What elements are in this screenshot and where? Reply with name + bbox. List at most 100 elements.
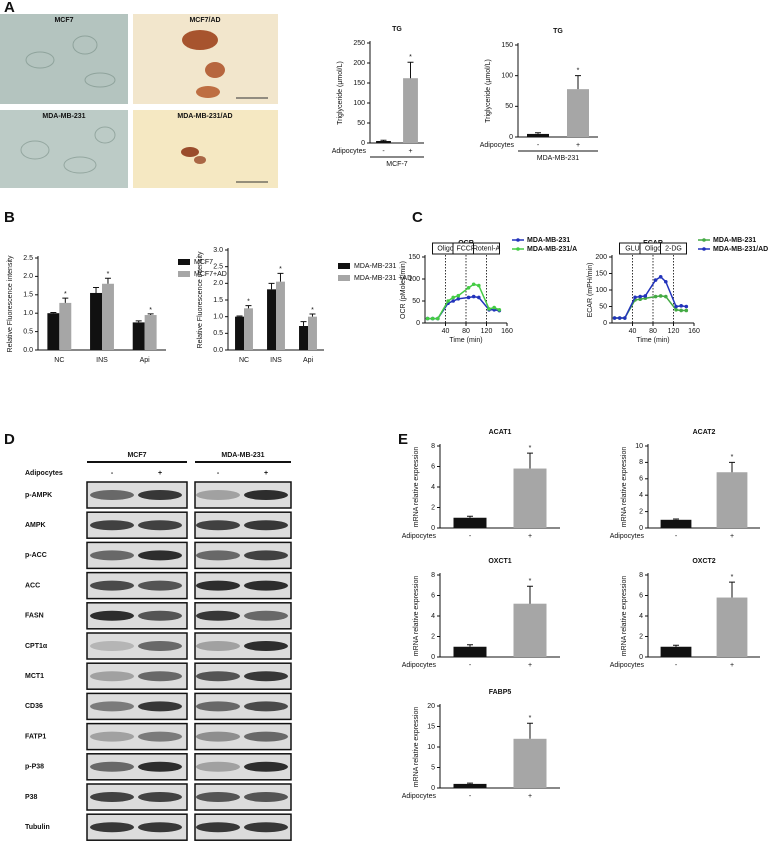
y-tick-label: 2 [431, 504, 435, 511]
x-axis-label: Adipocytes [402, 793, 437, 800]
legend-swatch [178, 259, 190, 265]
error-bar [309, 313, 316, 317]
y-tick-label: 0.5 [23, 328, 33, 335]
y-tick-label: 2 [639, 508, 643, 515]
annotation: * [577, 68, 580, 75]
x-tick-label: + [408, 148, 412, 155]
bar [59, 302, 72, 350]
data-point [674, 304, 678, 309]
event-label: Oligo [437, 245, 453, 252]
data-point [664, 294, 668, 299]
error-bar [277, 272, 284, 282]
chart-title: FABP5 [489, 689, 512, 696]
y-tick-label: 5 [431, 764, 435, 771]
error-bar [236, 315, 243, 317]
blot-band [90, 822, 134, 833]
y-tick-label: 0.0 [23, 347, 33, 354]
x-tick-label: INS [96, 357, 108, 364]
western-blot: MCF7 MDA-MB-231 Adipocytes - + - + p-AMPK AMPK p-… [25, 452, 292, 841]
blot-band [138, 520, 182, 531]
bar [513, 468, 547, 528]
annotation: * [247, 299, 250, 306]
data-point [477, 295, 481, 300]
error-bar [673, 644, 679, 647]
error-bar [407, 61, 414, 79]
y-tick-label: 0.5 [213, 330, 223, 337]
x-tick-label: - [537, 142, 540, 149]
legend-marker [702, 238, 706, 242]
blot-band [196, 490, 240, 500]
chart-title: OXCT1 [488, 558, 511, 565]
y-axis-label: mRNA relative expression [413, 447, 420, 528]
x-axis-label: Adipocytes [480, 142, 515, 149]
y-axis-label: mRNA relative expression [413, 576, 420, 657]
blot-band [196, 671, 240, 682]
blot-band [138, 550, 182, 561]
blot-band [138, 641, 182, 651]
y-tick-label: 150 [595, 270, 607, 277]
legend-marker [516, 247, 520, 251]
blot-band [90, 792, 134, 802]
blot-band [196, 731, 240, 742]
y-tick-label: 150 [501, 42, 513, 49]
data-point [471, 294, 476, 299]
x-tick-label: - [382, 148, 385, 155]
error-bar [527, 452, 533, 469]
error-bar [527, 585, 533, 604]
data-point [633, 295, 637, 300]
blot-band [138, 731, 182, 742]
y-tick-label: 50 [599, 303, 607, 310]
annotation: * [149, 307, 152, 314]
y-axis-label: Relative Fluorescence intensity [197, 251, 204, 348]
legend-swatch [338, 275, 350, 281]
x-axis-label: Adipocytes [402, 533, 437, 540]
y-tick-label: 0 [603, 320, 607, 327]
y-tick-label: 2 [639, 633, 643, 640]
blot-band [244, 610, 288, 621]
blot-band [90, 550, 134, 561]
bar [453, 517, 487, 528]
annotation: * [311, 307, 314, 314]
bar [376, 141, 391, 143]
blot-band [90, 731, 134, 742]
y-tick-label: 6 [431, 463, 435, 470]
x-tick-label: - [675, 533, 678, 540]
protein-label: p-ACC [25, 552, 47, 559]
event-label: FCCP [456, 245, 475, 252]
panel-label: D [4, 431, 15, 448]
annotation: * [529, 715, 532, 722]
event-label: Oligo [645, 245, 661, 252]
blot-band [90, 761, 134, 772]
event-label: Rotenl-A [473, 245, 501, 252]
blot-band [138, 701, 182, 712]
protein-label: P38 [25, 794, 38, 801]
error-bar [535, 132, 541, 134]
data-point [658, 275, 663, 279]
legend-label: MCF7 [194, 259, 213, 266]
x-tick-label: 40 [442, 328, 450, 335]
x-tick-label: - [469, 662, 472, 669]
bar [660, 519, 692, 528]
y-tick-label: 0 [361, 140, 365, 147]
y-tick-label: 8 [639, 459, 643, 466]
micrograph: MDA-MB-231 [0, 110, 128, 188]
data-point [684, 304, 689, 309]
blot-band [196, 580, 240, 591]
legend-marker [516, 238, 520, 242]
blot-band [90, 610, 134, 621]
x-tick-label: Api [140, 357, 151, 364]
bar [267, 289, 276, 350]
y-tick-label: 8 [431, 443, 435, 450]
x-tick-label: 120 [668, 328, 680, 335]
bar [244, 308, 253, 350]
y-axis-label: mRNA relative expression [413, 707, 420, 788]
y-tick-label: 4 [431, 484, 435, 491]
blot-band [138, 610, 182, 621]
annotation: * [279, 266, 282, 273]
y-axis-label: mRNA relative expression [621, 576, 628, 657]
treatment-level: + [264, 470, 268, 477]
y-tick-label: 6 [639, 592, 643, 599]
y-tick-label: 6 [639, 476, 643, 483]
panel-label: C [412, 209, 423, 226]
